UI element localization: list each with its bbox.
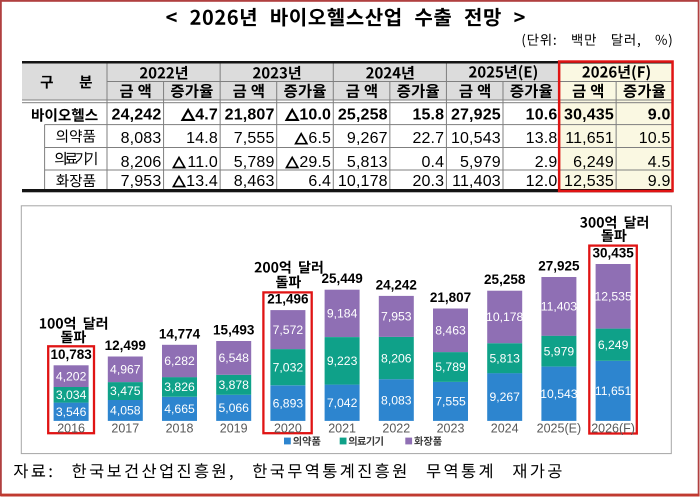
svg-text:10,178: 10,178 [486, 310, 523, 324]
svg-text:2024: 2024 [491, 422, 519, 436]
svg-text:3,034: 3,034 [56, 388, 87, 402]
svg-text:2026(F): 2026(F) [591, 422, 635, 436]
svg-text:5,789: 5,789 [435, 360, 466, 374]
svg-text:4,202: 4,202 [56, 369, 87, 383]
svg-text:7,042: 7,042 [327, 396, 358, 410]
svg-text:12,499: 12,499 [105, 338, 146, 353]
svg-text:29.5: 29.5 [299, 154, 331, 171]
svg-text:3,826: 3,826 [164, 380, 195, 394]
svg-text:5,813: 5,813 [489, 351, 520, 365]
svg-text:21,807: 21,807 [430, 290, 471, 305]
svg-text:7,572: 7,572 [273, 323, 304, 337]
svg-text:6,893: 6,893 [273, 396, 304, 410]
svg-text:6,249: 6,249 [598, 338, 629, 352]
svg-text:4.7: 4.7 [195, 106, 218, 123]
svg-text:9,267: 9,267 [489, 390, 520, 404]
svg-text:20.3: 20.3 [412, 173, 444, 190]
svg-text:9.0: 9.0 [648, 106, 671, 123]
svg-text:6.4: 6.4 [308, 173, 331, 190]
svg-text:10,543: 10,543 [451, 130, 501, 147]
svg-text:9,223: 9,223 [327, 354, 358, 368]
svg-text:5,813: 5,813 [347, 154, 388, 171]
svg-text:5,979: 5,979 [460, 154, 501, 171]
svg-text:11,651: 11,651 [565, 130, 614, 147]
svg-text:13.4: 13.4 [186, 173, 218, 190]
svg-text:2016: 2016 [57, 422, 85, 436]
svg-text:5,979: 5,979 [544, 344, 575, 358]
svg-text:10.0: 10.0 [299, 106, 331, 123]
svg-text:10,783: 10,783 [50, 347, 92, 362]
svg-text:2025(E): 2025(E) [537, 422, 581, 436]
svg-text:6,282: 6,282 [164, 354, 195, 368]
svg-text:2020: 2020 [274, 422, 302, 436]
svg-text:21,807: 21,807 [225, 106, 275, 123]
svg-text:21,496: 21,496 [267, 292, 309, 307]
svg-text:3,475: 3,475 [110, 384, 141, 398]
svg-text:9,267: 9,267 [347, 130, 388, 147]
svg-text:2018: 2018 [166, 422, 194, 436]
svg-text:7,953: 7,953 [121, 173, 162, 190]
svg-text:4,665: 4,665 [164, 402, 195, 416]
svg-text:7,953: 7,953 [381, 310, 412, 324]
svg-text:25,258: 25,258 [484, 272, 526, 287]
svg-text:15.8: 15.8 [412, 106, 444, 123]
svg-text:8,463: 8,463 [234, 173, 275, 190]
svg-text:30,435: 30,435 [592, 246, 634, 261]
svg-text:9.9: 9.9 [648, 173, 671, 190]
svg-text:3,546: 3,546 [56, 405, 87, 419]
svg-text:22.7: 22.7 [412, 130, 444, 147]
svg-text:12.0: 12.0 [526, 173, 558, 190]
svg-text:11.0: 11.0 [187, 154, 218, 171]
svg-text:2017: 2017 [111, 422, 139, 436]
svg-text:25,449: 25,449 [321, 271, 362, 286]
svg-text:8,206: 8,206 [121, 154, 162, 171]
svg-text:4,058: 4,058 [110, 404, 141, 418]
svg-text:10,178: 10,178 [338, 173, 388, 190]
svg-text:12,535: 12,535 [564, 173, 614, 190]
svg-text:5,066: 5,066 [218, 401, 249, 415]
svg-text:4,967: 4,967 [110, 363, 141, 377]
svg-text:8,206: 8,206 [381, 351, 412, 365]
svg-text:27,925: 27,925 [451, 106, 501, 123]
svg-text:14.8: 14.8 [186, 130, 218, 147]
svg-text:7,555: 7,555 [234, 130, 275, 147]
svg-text:7,032: 7,032 [273, 360, 304, 374]
svg-text:11,403: 11,403 [541, 300, 578, 314]
svg-text:27,925: 27,925 [538, 259, 580, 274]
svg-text:2022: 2022 [382, 422, 410, 436]
svg-text:24,242: 24,242 [376, 277, 417, 292]
svg-text:10.6: 10.6 [526, 106, 558, 123]
svg-text:8,463: 8,463 [435, 324, 466, 338]
svg-text:2023: 2023 [437, 422, 465, 436]
svg-text:30,435: 30,435 [564, 106, 614, 123]
svg-text:3,878: 3,878 [218, 378, 249, 392]
svg-text:25,258: 25,258 [338, 106, 388, 123]
svg-text:9,184: 9,184 [327, 307, 358, 321]
svg-text:10,543: 10,543 [540, 387, 577, 401]
svg-text:12,535: 12,535 [594, 290, 631, 304]
svg-text:0.4: 0.4 [421, 154, 444, 171]
svg-text:2021: 2021 [328, 422, 356, 436]
svg-text:10.5: 10.5 [639, 130, 671, 147]
svg-text:24,242: 24,242 [112, 106, 162, 123]
svg-text:6,548: 6,548 [218, 351, 249, 365]
svg-text:8,083: 8,083 [121, 130, 162, 147]
svg-text:5,789: 5,789 [234, 154, 275, 171]
svg-text:4.5: 4.5 [648, 154, 671, 171]
svg-text:6,249: 6,249 [573, 154, 614, 171]
svg-text:11,651: 11,651 [595, 384, 632, 398]
svg-text:13.8: 13.8 [526, 130, 558, 147]
svg-text:15,493: 15,493 [213, 323, 255, 338]
svg-text:11,403: 11,403 [452, 173, 501, 190]
svg-text:7,555: 7,555 [435, 395, 466, 409]
svg-text:8,083: 8,083 [381, 393, 412, 407]
svg-text:6.5: 6.5 [308, 130, 331, 147]
svg-text:14,774: 14,774 [159, 326, 201, 341]
svg-text:2019: 2019 [220, 422, 248, 436]
svg-text:2.9: 2.9 [535, 154, 558, 171]
